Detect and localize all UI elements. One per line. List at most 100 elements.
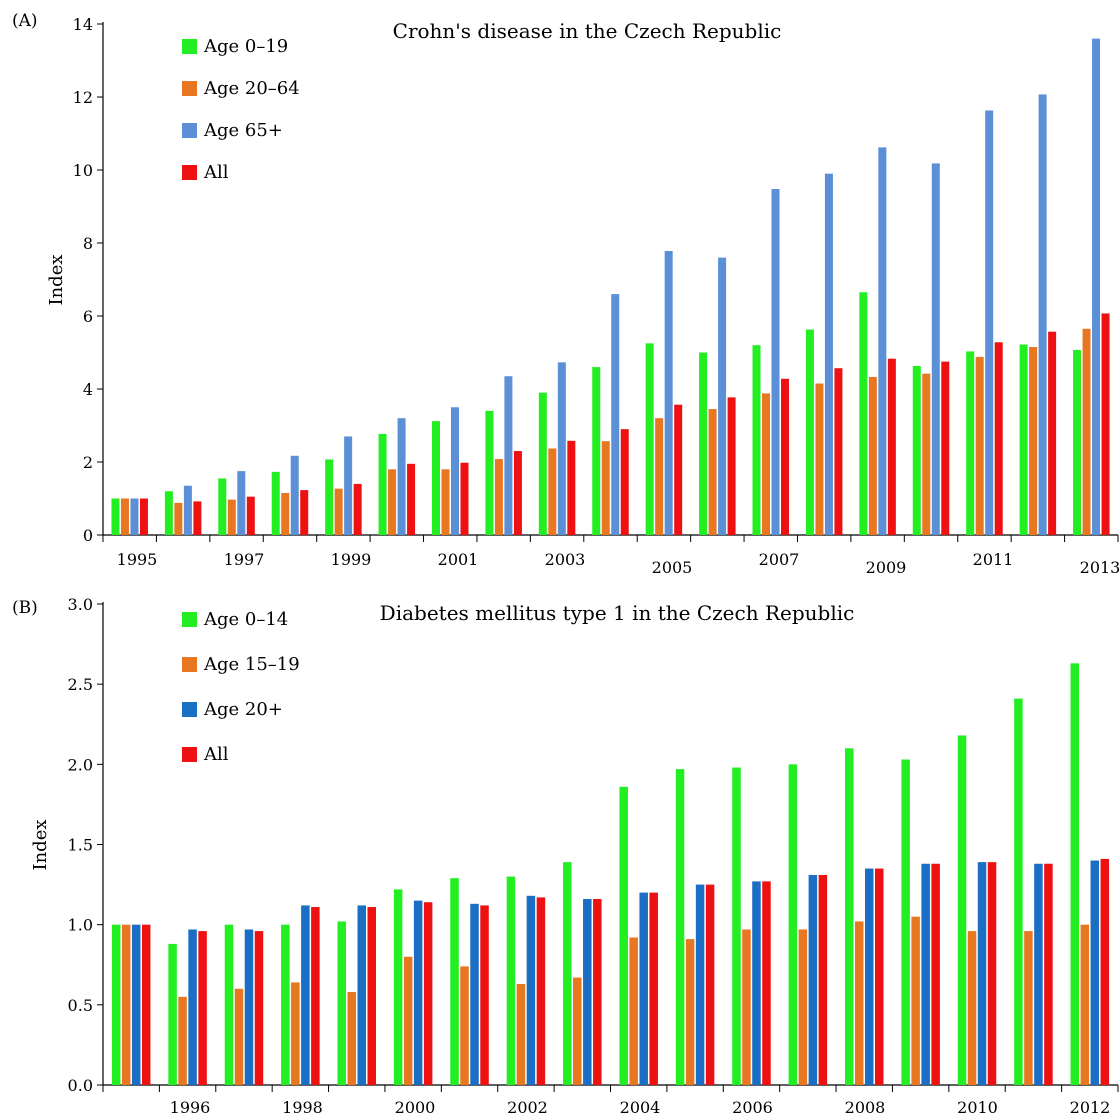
bar bbox=[762, 881, 771, 1085]
bar bbox=[193, 501, 202, 535]
bar bbox=[516, 983, 526, 1085]
bar bbox=[921, 863, 930, 1085]
x-tick-label: 1998 bbox=[282, 1098, 323, 1117]
bar bbox=[977, 862, 987, 1085]
bar bbox=[470, 903, 479, 1085]
bar bbox=[563, 862, 572, 1085]
bar bbox=[494, 459, 503, 535]
y-tick-label: 4 bbox=[83, 380, 93, 399]
bar bbox=[188, 929, 197, 1085]
y-tick-label: 14 bbox=[73, 15, 93, 34]
bar bbox=[845, 748, 854, 1085]
legend-label: All bbox=[203, 162, 229, 183]
bar bbox=[887, 358, 896, 535]
bar bbox=[337, 921, 346, 1085]
bar bbox=[290, 455, 299, 535]
legend-swatch bbox=[182, 612, 197, 627]
panel-a-chart: 0 2 4 6 8 10 12 14 1995 1997 1999 2001 2003 2005 2007 2… bbox=[12, 11, 1120, 577]
bar bbox=[254, 931, 264, 1085]
bar bbox=[450, 407, 459, 535]
legend-swatch bbox=[182, 702, 197, 717]
bar bbox=[1092, 38, 1101, 535]
legend-label: Age 0–19 bbox=[203, 36, 288, 57]
bar bbox=[655, 418, 664, 535]
bar bbox=[1024, 931, 1033, 1085]
y-tick-label: 2.0 bbox=[68, 755, 93, 774]
bar bbox=[752, 345, 761, 535]
x-tick-label: 2008 bbox=[845, 1098, 886, 1117]
bar bbox=[708, 409, 717, 535]
legend-swatch bbox=[182, 657, 197, 672]
x-tick-label: 2004 bbox=[620, 1098, 661, 1117]
bar bbox=[931, 163, 940, 535]
bar bbox=[727, 397, 736, 535]
y-tick-label: 0.0 bbox=[68, 1076, 93, 1095]
y-axis-label: Index bbox=[30, 819, 51, 870]
bar bbox=[227, 499, 236, 535]
y-tick-label: 1.0 bbox=[68, 916, 93, 935]
x-tick-label: 2003 bbox=[545, 550, 586, 569]
bar bbox=[583, 899, 592, 1085]
bar bbox=[237, 471, 246, 535]
bar bbox=[645, 343, 654, 535]
bar bbox=[762, 393, 771, 535]
bar bbox=[732, 767, 741, 1085]
bar bbox=[593, 899, 602, 1085]
chart-title: Diabetes mellitus type 1 in the Czech Re… bbox=[380, 601, 855, 625]
bar bbox=[441, 469, 450, 535]
bar bbox=[557, 362, 566, 535]
bar bbox=[611, 294, 620, 535]
bar bbox=[601, 441, 610, 535]
bar bbox=[639, 892, 648, 1085]
bar bbox=[798, 929, 808, 1085]
bar bbox=[121, 924, 131, 1085]
bar bbox=[407, 463, 416, 535]
bar bbox=[1014, 698, 1023, 1085]
bar bbox=[878, 147, 887, 535]
bar bbox=[367, 907, 376, 1085]
bar bbox=[423, 902, 433, 1085]
legend-label: Age 65+ bbox=[203, 120, 283, 141]
bar bbox=[685, 939, 695, 1085]
bar bbox=[234, 988, 244, 1085]
bar bbox=[271, 471, 280, 535]
bar bbox=[513, 451, 522, 535]
bar bbox=[164, 491, 173, 535]
bar bbox=[311, 907, 320, 1085]
bar bbox=[967, 931, 977, 1085]
bar bbox=[788, 764, 798, 1085]
bar bbox=[281, 924, 290, 1085]
bar bbox=[397, 418, 406, 535]
bar bbox=[224, 924, 234, 1085]
legend-swatch bbox=[182, 123, 197, 138]
bar bbox=[141, 924, 151, 1085]
bar bbox=[334, 488, 343, 535]
bar bbox=[183, 485, 192, 535]
bar bbox=[526, 895, 536, 1085]
x-tick-label: 2010 bbox=[957, 1098, 998, 1117]
bar bbox=[664, 251, 673, 535]
y-tick-label: 1.5 bbox=[68, 836, 93, 855]
bar bbox=[1090, 860, 1100, 1085]
bar bbox=[485, 410, 494, 535]
bar bbox=[699, 352, 708, 535]
bar bbox=[344, 436, 353, 535]
bar bbox=[393, 889, 403, 1085]
bar bbox=[1100, 858, 1110, 1085]
bar bbox=[818, 874, 828, 1085]
bar bbox=[357, 905, 366, 1085]
bar bbox=[875, 868, 884, 1085]
bar bbox=[1073, 349, 1082, 535]
bar bbox=[450, 878, 459, 1085]
bar bbox=[868, 376, 877, 535]
legend-label: Age 15–19 bbox=[203, 654, 300, 675]
bar bbox=[901, 759, 910, 1085]
bar bbox=[781, 378, 790, 535]
bar bbox=[130, 498, 139, 535]
bar bbox=[431, 421, 440, 535]
bar bbox=[824, 173, 833, 535]
x-tick-label: 2009 bbox=[866, 558, 907, 577]
bar bbox=[705, 884, 715, 1085]
bar bbox=[281, 493, 290, 535]
bar bbox=[347, 992, 356, 1085]
